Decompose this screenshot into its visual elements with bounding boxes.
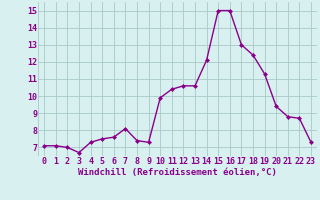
X-axis label: Windchill (Refroidissement éolien,°C): Windchill (Refroidissement éolien,°C) <box>78 168 277 177</box>
